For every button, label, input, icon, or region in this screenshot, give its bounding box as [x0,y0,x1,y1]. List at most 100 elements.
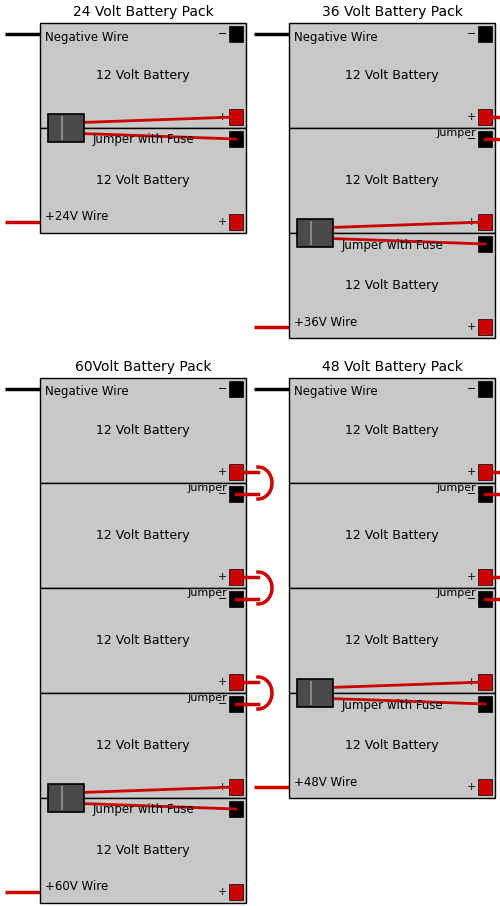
Bar [478,319,492,335]
Text: +: + [218,887,227,897]
Text: −: − [466,29,476,39]
Text: Negative Wire: Negative Wire [45,31,128,43]
Bar [478,26,492,42]
Bar [289,128,495,233]
Bar [478,486,492,502]
Bar [48,114,84,142]
Bar [478,131,492,147]
Bar [229,381,243,397]
Text: 12 Volt Battery: 12 Volt Battery [345,69,439,82]
Bar [229,884,243,900]
Text: −: − [218,594,227,604]
Bar [289,693,495,798]
Bar [478,696,492,712]
Bar [40,798,246,903]
Text: Jumper: Jumper [187,693,227,703]
Text: +: + [466,572,476,582]
Text: +: + [218,112,227,122]
Bar [229,569,243,585]
Text: +24V Wire: +24V Wire [45,210,108,224]
Bar [478,779,492,795]
Text: +: + [466,467,476,477]
Text: 36 Volt Battery Pack: 36 Volt Battery Pack [322,5,462,19]
Bar [297,219,333,247]
Text: −: − [466,594,476,604]
Text: −: − [466,384,476,394]
Bar [478,381,492,397]
Bar [289,588,495,693]
Text: −: − [466,489,476,499]
Bar [478,214,492,230]
Text: 12 Volt Battery: 12 Volt Battery [345,279,439,292]
Bar [40,588,246,693]
Text: +48V Wire: +48V Wire [294,776,357,788]
Text: +: + [218,782,227,792]
Text: −: − [218,29,227,39]
Text: 12 Volt Battery: 12 Volt Battery [96,739,190,752]
Bar [40,23,246,128]
Text: 12 Volt Battery: 12 Volt Battery [345,174,439,187]
Text: Negative Wire: Negative Wire [294,31,378,43]
Bar [478,464,492,480]
Text: Jumper with Fuse: Jumper with Fuse [93,133,195,147]
Text: +: + [466,322,476,332]
Text: 24 Volt Battery Pack: 24 Volt Battery Pack [72,5,214,19]
Bar [229,131,243,147]
Text: 12 Volt Battery: 12 Volt Battery [96,424,190,437]
Text: 12 Volt Battery: 12 Volt Battery [345,634,439,647]
Text: Jumper: Jumper [187,483,227,493]
Text: Jumper: Jumper [187,588,227,598]
Text: 12 Volt Battery: 12 Volt Battery [345,424,439,437]
Text: 12 Volt Battery: 12 Volt Battery [345,739,439,752]
Text: −: − [218,699,227,709]
Bar [478,569,492,585]
Text: 12 Volt Battery: 12 Volt Battery [96,844,190,857]
Bar [478,236,492,252]
Text: −: − [218,489,227,499]
Text: 48 Volt Battery Pack: 48 Volt Battery Pack [322,360,462,374]
Bar [478,109,492,125]
Bar [229,696,243,712]
Bar [229,674,243,690]
Text: Jumper: Jumper [436,588,476,598]
Bar [229,214,243,230]
Bar [229,801,243,817]
Bar [229,464,243,480]
Text: Jumper with Fuse: Jumper with Fuse [342,238,444,252]
Text: Negative Wire: Negative Wire [45,385,128,399]
Text: −: − [218,804,227,814]
Text: +: + [466,217,476,227]
Bar [297,679,333,707]
Bar [40,693,246,798]
Bar [40,483,246,588]
Bar [229,779,243,795]
Text: 12 Volt Battery: 12 Volt Battery [96,69,190,82]
Text: Jumper with Fuse: Jumper with Fuse [342,699,444,711]
Text: +: + [466,782,476,792]
Text: −: − [466,699,476,709]
Text: +: + [218,217,227,227]
Text: 12 Volt Battery: 12 Volt Battery [96,529,190,542]
Bar [229,591,243,607]
Text: Jumper: Jumper [436,483,476,493]
Bar [40,128,246,233]
Bar [229,486,243,502]
Bar [229,109,243,125]
Text: 12 Volt Battery: 12 Volt Battery [96,634,190,647]
Text: +: + [218,572,227,582]
Text: −: − [466,134,476,144]
Text: Jumper with Fuse: Jumper with Fuse [93,804,195,816]
Text: 60Volt Battery Pack: 60Volt Battery Pack [75,360,211,374]
Text: +36V Wire: +36V Wire [294,315,357,329]
Text: +: + [466,677,476,687]
Bar [40,378,246,483]
Text: +: + [218,677,227,687]
Bar [229,26,243,42]
Text: −: − [218,384,227,394]
Text: Jumper: Jumper [436,128,476,138]
Bar [289,233,495,338]
Text: +: + [218,467,227,477]
Text: +60V Wire: +60V Wire [45,881,108,893]
Bar [48,784,84,812]
Bar [478,591,492,607]
